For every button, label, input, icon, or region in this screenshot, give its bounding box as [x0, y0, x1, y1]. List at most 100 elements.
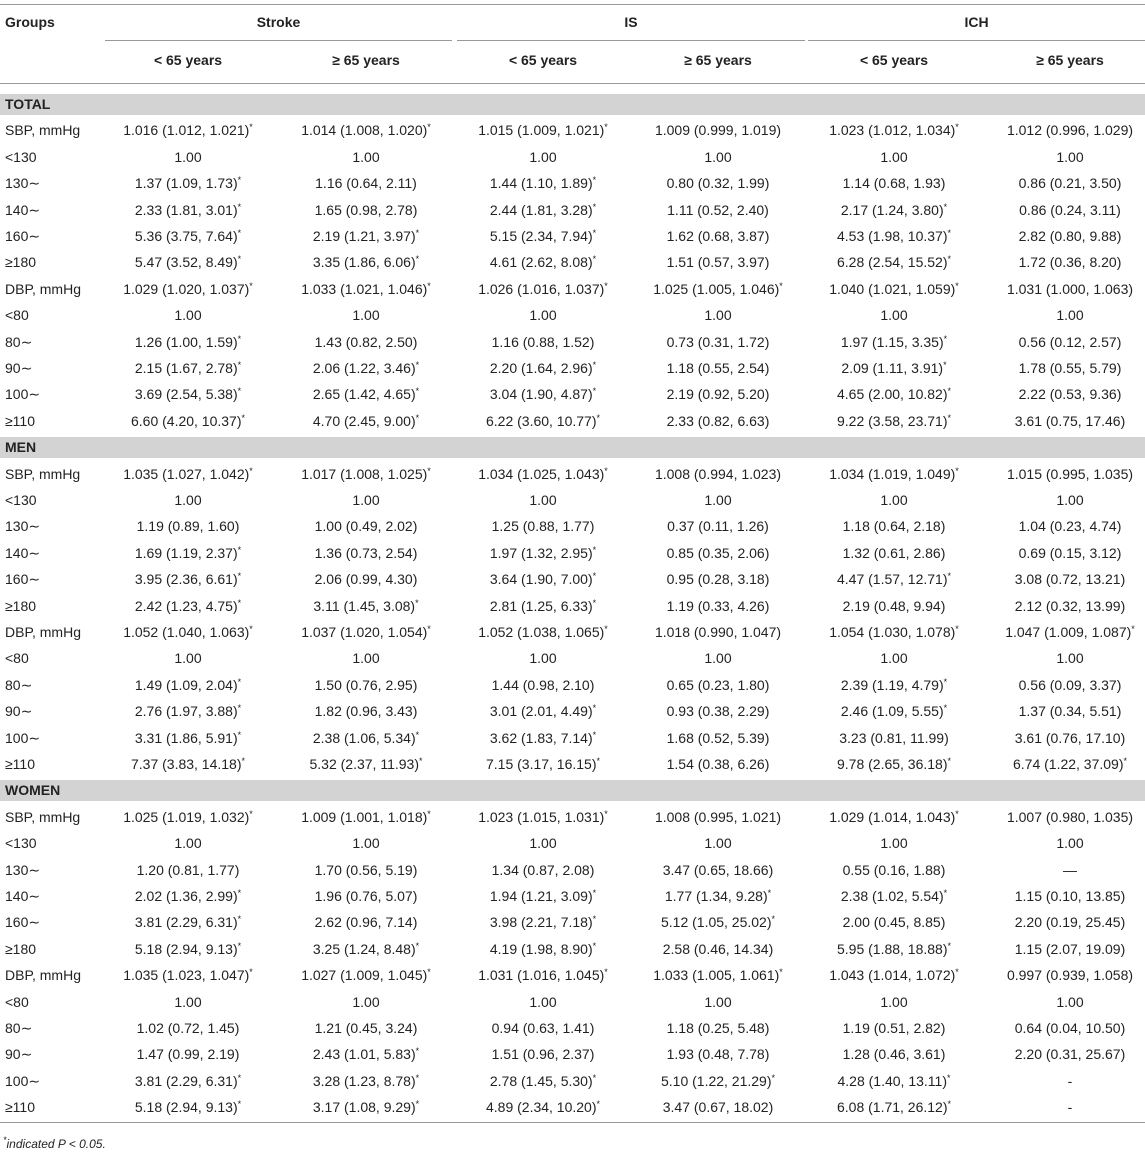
column-header: < 65 years — [859, 52, 929, 68]
row-label: DBP, mmHg — [5, 624, 81, 640]
row-label: <80 — [5, 650, 29, 667]
table-cell: 2.06 (1.22, 3.46)* — [312, 360, 420, 376]
table-cell: 5.18 (2.94, 9.13)* — [134, 940, 242, 957]
group-rule — [457, 40, 805, 41]
table-cell: 5.47 (3.52, 8.49)* — [134, 254, 242, 271]
table-cell: 1.54 (0.38, 6.26) — [666, 756, 770, 772]
table-cell: 1.034 (1.025, 1.043)* — [478, 465, 608, 482]
table-cell: 5.95 (1.88, 18.88)* — [836, 940, 952, 957]
table-cell: 2.38 (1.02, 5.54)* — [840, 888, 948, 904]
table-cell: 1.26 (1.00, 1.59)* — [134, 333, 242, 350]
row-label: 140∼ — [5, 544, 41, 561]
row-label: 160∼ — [5, 914, 41, 931]
table-cell: 1.70 (0.56, 5.19) — [314, 861, 418, 878]
table-cell: 7.37 (3.83, 14.18)* — [130, 756, 246, 772]
table-cell: 1.00 — [880, 835, 908, 852]
table-cell: 2.46 (1.09, 5.55)* — [840, 703, 948, 720]
table-cell: 4.70 (2.45, 9.00)* — [312, 412, 420, 429]
row-label: SBP, mmHg — [5, 808, 81, 825]
table-cell: 1.031 (1.000, 1.063) — [1006, 280, 1134, 297]
table-cell: 9.78 (2.65, 36.18)* — [836, 756, 952, 772]
table-cell: 1.00 — [352, 148, 380, 165]
table-cell: 1.012 (0.996, 1.029) — [1006, 122, 1134, 139]
table-cell: 5.12 (1.05, 25.02)* — [660, 914, 776, 931]
table-cell: 1.043 (1.014, 1.072)* — [829, 967, 959, 984]
table-cell: 1.18 (0.64, 2.18) — [842, 518, 946, 535]
table-cell: 1.00 — [529, 650, 557, 667]
table-cell: 1.37 (1.09, 1.73)* — [134, 175, 242, 192]
table-cell: 1.00 — [1056, 993, 1084, 1010]
table-cell: 1.62 (0.68, 3.87) — [666, 228, 770, 244]
table-cell: 3.17 (1.08, 9.29)* — [312, 1099, 420, 1116]
table-cell: 2.33 (0.82, 6.63) — [666, 412, 770, 429]
table-cell: 1.00 — [880, 307, 908, 324]
row-label: ≥110 — [5, 412, 36, 429]
section-title: TOTAL — [5, 96, 51, 112]
table-cell: 1.009 (1.001, 1.018)* — [301, 808, 431, 825]
row-label: 160∼ — [5, 228, 41, 244]
table-cell: 9.22 (3.58, 23.71)* — [836, 412, 952, 429]
table-cell: 1.47 (0.99, 2.19) — [136, 1046, 240, 1063]
table-cell: 1.34 (0.87, 2.08) — [491, 861, 595, 878]
row-label: 100∼ — [5, 1072, 41, 1089]
table-cell: 3.04 (1.90, 4.87)* — [489, 386, 597, 403]
table-cell: 5.15 (2.34, 7.94)* — [489, 228, 597, 244]
column-header: ≥ 65 years — [1036, 52, 1104, 68]
table-cell: 4.47 (1.57, 12.71)* — [836, 571, 952, 588]
table-cell: 2.62 (0.96, 7.14) — [314, 914, 418, 931]
table-cell: 2.19 (0.48, 9.94) — [842, 597, 946, 614]
table-cell: - — [1067, 1099, 1073, 1116]
table-cell: 5.32 (2.37, 11.93)* — [309, 756, 423, 772]
group-rule — [105, 40, 452, 41]
table-cell: 5.18 (2.94, 9.13)* — [134, 1099, 242, 1116]
section-band — [0, 437, 1145, 459]
row-label: 90∼ — [5, 360, 33, 376]
table-cell: 1.00 — [352, 307, 380, 324]
table-cell: 1.014 (1.008, 1.020)* — [301, 122, 431, 139]
table-cell: 3.08 (0.72, 13.21) — [1014, 571, 1126, 588]
row-label: 140∼ — [5, 888, 41, 904]
table-cell: 2.20 (0.19, 25.45) — [1014, 914, 1126, 931]
table-cell: 0.95 (0.28, 3.18) — [666, 571, 770, 588]
table-cell: 1.28 (0.46, 3.61) — [842, 1046, 946, 1063]
section-band — [0, 780, 1145, 802]
table-cell: 1.18 (0.55, 2.54) — [666, 360, 770, 376]
table-cell: 1.19 (0.89, 1.60) — [136, 518, 240, 535]
table-cell: 1.00 — [880, 650, 908, 667]
table-cell: 1.034 (1.019, 1.049)* — [829, 465, 959, 482]
table-cell: 1.00 — [529, 307, 557, 324]
table-cell: 0.80 (0.32, 1.99) — [666, 175, 770, 192]
table-cell: 0.65 (0.23, 1.80) — [666, 676, 770, 693]
table-cell: 1.16 (0.88, 1.52) — [491, 333, 595, 350]
table-cell: 1.035 (1.027, 1.042)* — [123, 465, 253, 482]
table-cell: 1.025 (1.005, 1.046)* — [653, 280, 783, 297]
table-cell: 3.28 (1.23, 8.78)* — [312, 1072, 420, 1089]
table-cell: 6.60 (4.20, 10.37)* — [130, 412, 246, 429]
table-cell: 2.78 (1.45, 5.30)* — [489, 1072, 597, 1089]
table-cell: 5.36 (3.75, 7.64)* — [134, 228, 242, 244]
row-label: 100∼ — [5, 729, 41, 746]
row-label: ≥110 — [5, 1099, 36, 1116]
table-cell: 3.25 (1.24, 8.48)* — [312, 940, 420, 957]
table-cell: 1.00 (0.49, 2.02) — [314, 518, 418, 535]
column-group-header: ICH — [964, 14, 989, 30]
table-cell: 1.44 (1.10, 1.89)* — [489, 175, 597, 192]
table-cell: 0.56 (0.09, 3.37) — [1018, 676, 1122, 693]
table-cell: 2.02 (1.36, 2.99)* — [134, 888, 242, 904]
table-cell: - — [1067, 1072, 1073, 1089]
table-cell: 1.00 — [352, 835, 380, 852]
bottom-rule — [0, 1122, 1145, 1123]
table-cell: 1.017 (1.008, 1.025)* — [301, 465, 431, 482]
table-cell: 1.19 (0.33, 4.26) — [666, 597, 770, 614]
table-cell: 2.42 (1.23, 4.75)* — [134, 597, 242, 614]
table-cell: 0.85 (0.35, 2.06) — [666, 544, 770, 561]
table-cell: 0.56 (0.12, 2.57) — [1018, 333, 1122, 350]
table-cell: 1.00 — [352, 492, 380, 508]
column-group-header: IS — [624, 14, 638, 30]
row-label: 160∼ — [5, 571, 41, 588]
table-cell: 1.97 (1.15, 3.35)* — [840, 333, 948, 350]
table-cell: 2.58 (0.46, 14.34) — [662, 940, 774, 957]
row-label: <130 — [5, 148, 37, 165]
table-cell: 1.007 (0.980, 1.035) — [1006, 808, 1134, 825]
table-cell: 1.023 (1.015, 1.031)* — [478, 808, 608, 825]
